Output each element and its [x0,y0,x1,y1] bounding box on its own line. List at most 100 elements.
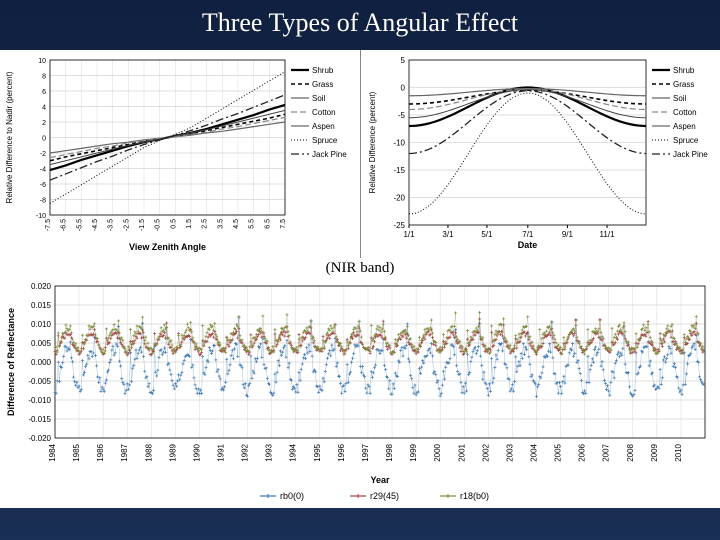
svg-text:-3.5: -3.5 [108,219,115,231]
svg-text:5.5: 5.5 [249,219,256,229]
svg-text:Grass: Grass [673,80,694,89]
svg-text:3.5: 3.5 [217,219,224,229]
chart-vza: -10 -8 -6 -4 -2 0 2 4 6 8 10 -7.5 -6.5 -5.5 -4.5 -3.5 -2… [0,50,361,258]
svg-text:1996: 1996 [337,443,346,461]
svg-text:1/1: 1/1 [403,230,415,239]
svg-text:1990: 1990 [192,443,201,461]
svg-text:2.5: 2.5 [202,219,209,229]
svg-text:9/1: 9/1 [562,230,574,239]
svg-text:Shrub: Shrub [312,66,334,75]
svg-text:1999: 1999 [409,443,418,461]
svg-text:-25: -25 [393,221,405,230]
svg-text:-7.5: -7.5 [45,219,52,231]
svg-text:-0.020: -0.020 [28,434,51,443]
svg-text:-8: -8 [40,198,46,205]
svg-text:Soil: Soil [673,94,687,103]
svg-text:-5: -5 [398,111,406,120]
svg-text:Aspen: Aspen [673,122,696,131]
svg-text:2009: 2009 [650,443,659,461]
svg-text:Grass: Grass [312,80,333,89]
svg-text:0.5: 0.5 [170,219,177,229]
svg-text:Shrub: Shrub [673,66,695,75]
svg-text:5/1: 5/1 [481,230,493,239]
svg-text:1.5: 1.5 [186,219,193,229]
svg-text:Jack Pine: Jack Pine [673,150,708,159]
svg-text:2: 2 [42,120,46,127]
svg-text:Date: Date [518,240,538,250]
svg-text:5: 5 [401,56,406,65]
svg-text:1995: 1995 [313,443,322,461]
svg-text:Jack Pine: Jack Pine [312,150,347,159]
svg-text:2010: 2010 [674,443,683,461]
svg-text:3/1: 3/1 [442,230,454,239]
svg-text:-6.5: -6.5 [61,219,68,231]
svg-text:-2.5: -2.5 [123,219,130,231]
svg-text:0: 0 [42,136,46,143]
svg-text:-4: -4 [40,167,46,174]
svg-text:Soil: Soil [312,94,326,103]
svg-text:Cotton: Cotton [673,108,697,117]
svg-text:11/1: 11/1 [600,230,616,239]
svg-text:2002: 2002 [481,443,490,461]
svg-text:4: 4 [42,105,46,112]
chart-seasonal: -25-20-15-10-5051/13/15/17/19/111/1Relat… [361,50,720,258]
svg-text:10: 10 [38,58,46,65]
svg-text:2004: 2004 [529,443,538,461]
svg-text:1991: 1991 [217,443,226,461]
svg-text:1993: 1993 [265,443,274,461]
svg-text:2006: 2006 [578,443,587,461]
svg-text:-10: -10 [36,213,46,220]
svg-text:1988: 1988 [144,443,153,461]
svg-text:1984: 1984 [48,443,57,461]
top-charts-panel: -10-8-6-4-20246810-7.5-6.5-5.5-4.5-3.5-2… [0,50,720,258]
svg-text:2001: 2001 [457,443,466,461]
svg-text:2007: 2007 [602,443,611,461]
slide: Three Types of Angular Effect -10-8-6-4-… [0,0,720,540]
svg-text:1998: 1998 [385,443,394,461]
svg-text:1997: 1997 [361,443,370,461]
svg-text:Aspen: Aspen [312,122,335,131]
svg-text:0.010: 0.010 [31,320,52,329]
svg-text:-20: -20 [393,194,405,203]
svg-text:2000: 2000 [433,443,442,461]
svg-text:0.020: 0.020 [31,282,52,291]
svg-text:0: 0 [401,84,406,93]
svg-text:2008: 2008 [626,443,635,461]
svg-text:r18(b0): r18(b0) [460,491,489,501]
svg-text:1987: 1987 [120,443,129,461]
svg-text:-0.005: -0.005 [28,377,51,386]
svg-text:-6: -6 [40,182,46,189]
svg-text:6.5: 6.5 [264,219,271,229]
svg-text:2003: 2003 [505,443,514,461]
svg-text:Difference of Reflectance: Difference of Reflectance [6,308,16,416]
svg-text:Spruce: Spruce [673,136,699,145]
svg-text:Relative Difference to Nadir (: Relative Difference to Nadir (percent) [5,71,14,203]
svg-text:8: 8 [42,74,46,81]
svg-text:-0.010: -0.010 [28,396,51,405]
svg-text:1986: 1986 [96,443,105,461]
svg-text:rb0(0): rb0(0) [280,491,304,501]
svg-text:Spruce: Spruce [312,136,338,145]
svg-text:0.015: 0.015 [31,301,52,310]
svg-text:0.000: 0.000 [31,358,52,367]
svg-text:1985: 1985 [72,443,81,461]
svg-text:4.5: 4.5 [233,219,240,229]
chart-timeseries: -0.020 -0.015 -0.010 -0.005 0.000 0.005 0.010 0… [0,278,720,508]
svg-text:6: 6 [42,89,46,96]
svg-text:7.5: 7.5 [280,219,287,229]
svg-text:2005: 2005 [554,443,563,461]
svg-text:1992: 1992 [241,443,250,461]
svg-text:-2: -2 [40,151,46,158]
svg-text:Cotton: Cotton [312,108,336,117]
svg-text:-4.5: -4.5 [92,219,99,231]
svg-text:1994: 1994 [289,443,298,461]
svg-text:0.005: 0.005 [31,339,52,348]
svg-text:Relative Difference (percent): Relative Difference (percent) [368,91,377,193]
svg-text:-15: -15 [393,166,405,175]
svg-text:-5.5: -5.5 [76,219,83,231]
svg-text:-0.5: -0.5 [155,219,162,231]
svg-text:1989: 1989 [168,443,177,461]
slide-title: Three Types of Angular Effect [0,0,720,42]
svg-text:Year: Year [370,475,390,485]
svg-text:-0.015: -0.015 [28,415,51,424]
